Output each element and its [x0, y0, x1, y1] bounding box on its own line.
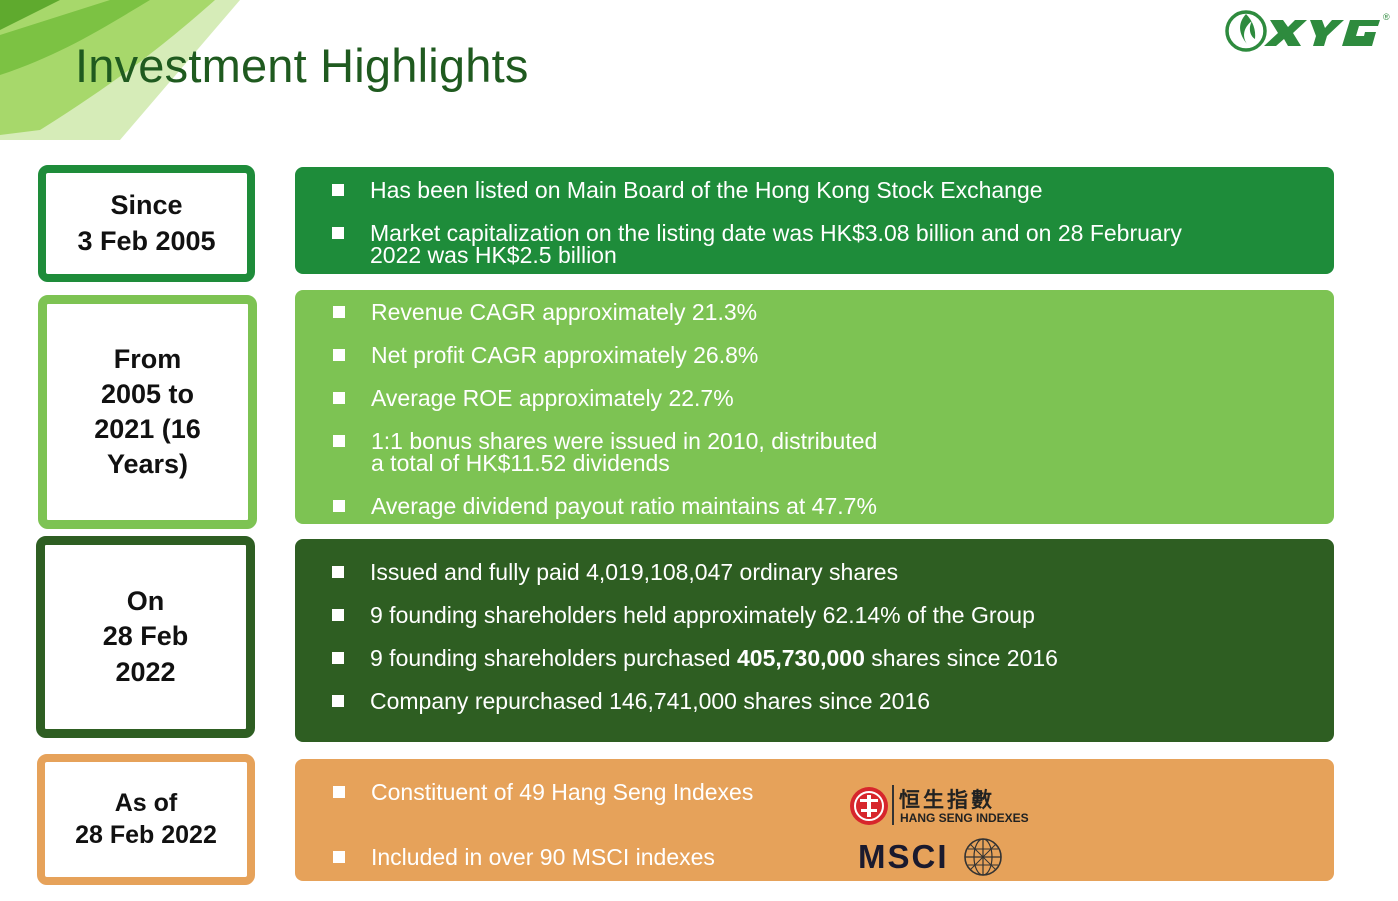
msci-logo: MSCI [858, 836, 1008, 880]
square-bullet-icon [333, 392, 345, 404]
bullet-text: Included in over 90 MSCI indexes [371, 844, 715, 870]
square-bullet-icon [332, 566, 344, 578]
bullet-text: a total of HK$11.52 dividends [371, 450, 670, 476]
bullet-text-pre: 9 founding shareholders purchased [370, 645, 737, 671]
square-bullet-icon [333, 306, 345, 318]
square-bullet-icon [332, 695, 344, 707]
square-bullet-icon [332, 652, 344, 664]
xyg-logo [1225, 10, 1380, 52]
label-line: As of [114, 789, 178, 818]
label-line: 2022 [115, 656, 176, 687]
bullet-text: 2022 was HK$2.5 billion [370, 242, 617, 268]
bullet-text: Market capitalization on the listing dat… [370, 220, 1182, 246]
registered-mark: ® [1383, 12, 1390, 22]
panel-listing: Has been listed on Main Board of the Hon… [295, 167, 1334, 274]
label-line: Years) [106, 449, 189, 480]
square-bullet-icon [333, 435, 345, 447]
bullet-text-post: shares since 2016 [864, 645, 1058, 671]
label-line: Since [110, 190, 183, 221]
square-bullet-icon [332, 227, 344, 239]
bullet-text: Average dividend payout ratio maintains … [371, 493, 877, 519]
label-index-date: As of 28 Feb 2022 [37, 754, 255, 885]
label-line: 2005 to [100, 378, 195, 409]
hang-seng-chinese-name: 恒生指數 [899, 789, 995, 812]
square-bullet-icon [333, 349, 345, 361]
bullet-text-bold: 405,730,000 [736, 645, 865, 671]
bullet-text: 9 founding shareholders purchased 405,73… [370, 647, 1058, 670]
bullet-text: Net profit CAGR approximately 26.8% [371, 342, 759, 368]
square-bullet-icon [333, 500, 345, 512]
label-line: On [126, 586, 165, 617]
bullet-text: Revenue CAGR approximately 21.3% [371, 299, 758, 325]
label-share-date: On 28 Feb 2022 [36, 536, 255, 738]
bullet-text: Constituent of 49 Hang Seng Indexes [371, 779, 754, 805]
panel-growth: Revenue CAGR approximately 21.3% Net pro… [295, 290, 1334, 524]
label-line: From [113, 343, 182, 374]
bullet-text: Company repurchased 146,741,000 shares s… [370, 688, 931, 714]
msci-wordmark: MSCI [858, 838, 949, 875]
label-since-listing: Since 3 Feb 2005 [38, 165, 255, 282]
hang-seng-indexes-logo: 恒生指數 HANG SENG INDEXES [848, 783, 1038, 829]
bullet-text: 9 founding shareholders held approximate… [370, 602, 1035, 628]
square-bullet-icon [333, 786, 345, 798]
panel-indexes: Constituent of 49 Hang Seng Indexes Incl… [295, 759, 1334, 881]
bullet-text: Average ROE approximately 22.7% [371, 385, 734, 411]
label-line: 28 Feb [102, 621, 189, 652]
square-bullet-icon [333, 851, 345, 863]
hang-seng-english-name: HANG SENG INDEXES [900, 811, 1029, 825]
square-bullet-icon [332, 609, 344, 621]
bullet-text: Issued and fully paid 4,019,108,047 ordi… [370, 559, 899, 585]
hang-seng-emblem-icon [850, 787, 888, 825]
page-title: Investment Highlights [75, 39, 529, 92]
label-line: 3 Feb 2005 [77, 225, 216, 256]
label-line: 2021 (16 [94, 414, 201, 444]
label-growth-period: From 2005 to 2021 (16 Years) [38, 295, 257, 529]
square-bullet-icon [332, 184, 344, 196]
bullet-text: 1:1 bonus shares were issued in 2010, di… [371, 428, 878, 454]
msci-globe-icon [964, 838, 1002, 876]
panel-shares: Issued and fully paid 4,019,108,047 ordi… [295, 539, 1334, 742]
label-line: 28 Feb 2022 [75, 820, 217, 849]
header-swoosh-decoration [0, 0, 240, 140]
bullet-text: Has been listed on Main Board of the Hon… [370, 177, 1043, 203]
